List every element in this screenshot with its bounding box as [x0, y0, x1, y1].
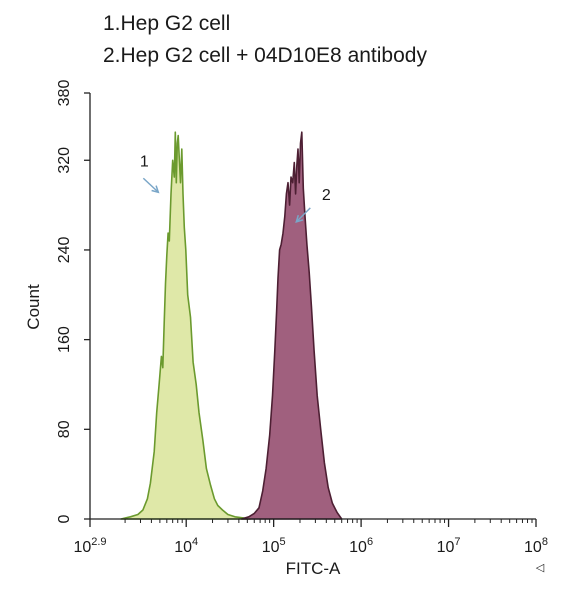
x-tick-label: 102.9 [73, 536, 106, 556]
y-tick-label: 0 [56, 514, 73, 523]
x-tick-label: 107 [437, 536, 461, 556]
x-tick-label: 108 [524, 536, 548, 556]
series-2-area [240, 131, 343, 520]
y-axis-label: Count [24, 284, 43, 330]
x-tick-label: 106 [349, 536, 373, 556]
annotation-arrow-icon [142, 177, 160, 194]
x-tick-label: 105 [262, 536, 286, 556]
annotation-label-2: 2 [322, 187, 331, 204]
y-tick-label: 80 [56, 420, 73, 438]
legend-entry-2: 2.Hep G2 cell + 04D10E8 antibody [103, 44, 427, 67]
legend-entry-1: 1.Hep G2 cell [103, 12, 231, 35]
y-tick-label: 240 [56, 236, 73, 263]
x-axis-label: FITC-A [286, 559, 341, 578]
y-tick-label: 380 [56, 80, 73, 107]
y-tick-label: 320 [56, 147, 73, 174]
annotation-arrow-icon [295, 207, 311, 224]
annotation-label-1: 1 [140, 153, 149, 170]
corner-mark-icon: ◁ [536, 562, 545, 574]
y-tick-label: 160 [56, 326, 73, 353]
series-1-area [120, 131, 252, 520]
x-tick-label: 104 [174, 536, 198, 556]
